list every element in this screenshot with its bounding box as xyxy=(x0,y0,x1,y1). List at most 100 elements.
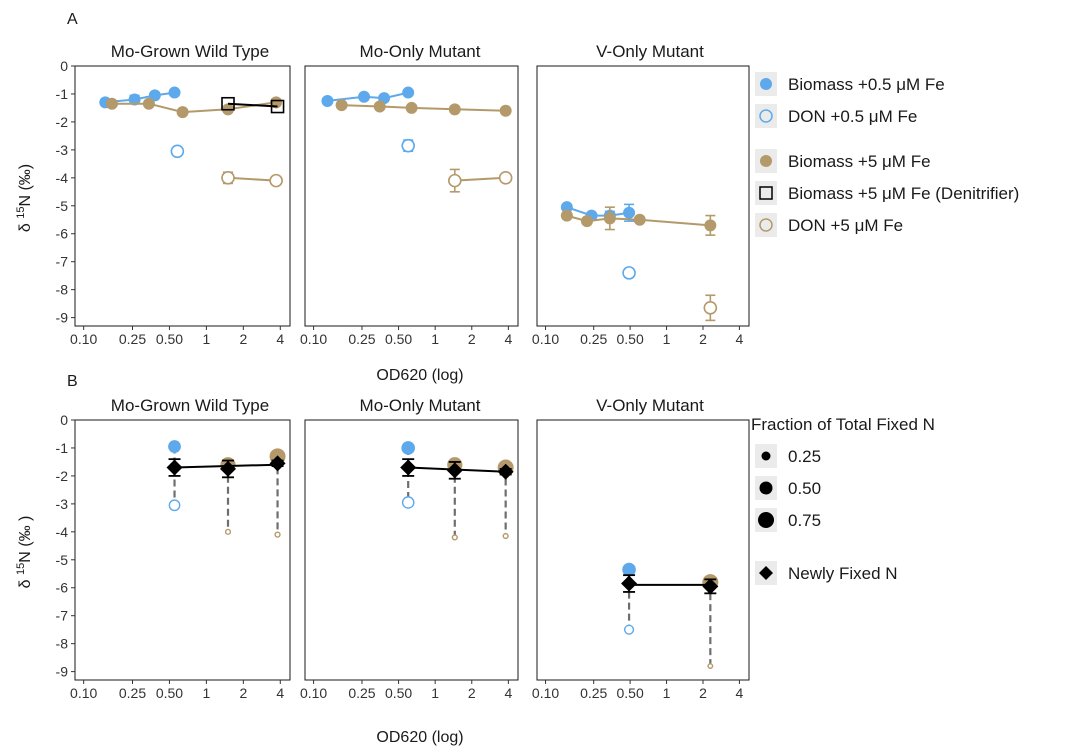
legend-a-open-square xyxy=(759,186,773,200)
y-tick-label: -7 xyxy=(56,608,69,624)
newly-fixed-diamond xyxy=(621,575,638,592)
x-tick-label: 0.10 xyxy=(300,685,327,701)
don-point xyxy=(451,534,458,541)
x-tick-label: 0.10 xyxy=(70,331,97,347)
x-tick-label: 1 xyxy=(202,685,210,701)
x-tick-label: 4 xyxy=(504,331,512,347)
newly-fixed-diamond xyxy=(702,578,719,595)
legend-a-open-circle-tan xyxy=(759,218,773,232)
x-tick-label: 4 xyxy=(276,331,284,347)
legend-b-size-dot-1 xyxy=(759,481,773,495)
y-tick-label: -2 xyxy=(56,114,69,130)
facet-title-b-0: Mo-Grown Wild Type xyxy=(111,396,269,415)
legend-b-size-label-2: 0.75 xyxy=(788,511,821,530)
x-tick-label: 4 xyxy=(736,331,744,347)
y-axis-label-b: δ 15N (‰ ) xyxy=(15,516,34,589)
data-point xyxy=(633,213,646,226)
facet-title-b-2: V-Only Mutant xyxy=(596,396,704,415)
legend-a-label-1: DON +0.5 μM Fe xyxy=(788,107,917,126)
x-axis-label-b: OD620 (log) xyxy=(376,729,463,746)
x-axis-label-a: OD620 (log) xyxy=(376,367,463,384)
legend-a-key-bg-4 xyxy=(755,213,777,237)
x-tick-label: 0.25 xyxy=(580,331,607,347)
data-point xyxy=(622,266,636,280)
x-tick-label: 0.10 xyxy=(532,685,559,701)
x-tick-label: 0.25 xyxy=(119,331,146,347)
facet-title-b-1: Mo-Only Mutant xyxy=(360,396,481,415)
x-tick-label: 4 xyxy=(276,685,284,701)
legend-b-diamond-icon xyxy=(759,566,773,580)
series-line xyxy=(227,102,278,108)
data-point xyxy=(105,97,118,110)
data-point xyxy=(704,219,717,232)
data-point xyxy=(498,171,513,185)
series-line xyxy=(454,176,506,182)
data-point xyxy=(402,86,415,99)
data-point xyxy=(447,173,462,188)
series-line xyxy=(227,176,277,182)
y-tick-label: -7 xyxy=(56,254,69,270)
x-tick-label: 2 xyxy=(468,331,476,347)
data-point xyxy=(448,103,461,116)
x-tick-label: 0.10 xyxy=(70,685,97,701)
x-tick-label: 1 xyxy=(431,685,439,701)
x-tick-label: 1 xyxy=(202,331,210,347)
newly-fixed-diamond xyxy=(220,460,237,477)
newly-fixed-diamond xyxy=(497,463,514,480)
y-tick-label: -9 xyxy=(56,310,69,326)
x-tick-label: 0.50 xyxy=(617,331,644,347)
newly-fixed-diamond xyxy=(269,455,286,472)
data-point xyxy=(170,144,185,159)
x-tick-label: 0.25 xyxy=(348,331,375,347)
legend-b-size-label-1: 0.50 xyxy=(788,479,821,498)
data-point xyxy=(703,301,718,315)
y-tick-label: 0 xyxy=(60,412,68,428)
y-tick-label: -8 xyxy=(56,636,69,652)
y-tick-label: -6 xyxy=(56,580,69,596)
data-point xyxy=(499,104,512,117)
y-tick-label: -1 xyxy=(56,86,69,102)
data-point xyxy=(373,100,386,113)
biomass-point xyxy=(401,441,415,455)
legend-a-label-2: Biomass +5 μM Fe xyxy=(788,152,931,171)
x-tick-label: 0.50 xyxy=(385,685,412,701)
don-point xyxy=(401,496,415,509)
data-point xyxy=(603,212,616,225)
y-tick-label: -4 xyxy=(56,170,69,186)
data-point xyxy=(221,96,235,111)
legend-a-key-bg-1 xyxy=(755,104,777,128)
facet-title-a-0: Mo-Grown Wild Type xyxy=(111,42,269,61)
legend-b: Fraction of Total Fixed N 0.25 0.50 0.75… xyxy=(751,415,935,585)
facet-frame-1-2 xyxy=(536,419,750,681)
biomass-point xyxy=(622,562,636,577)
don-point xyxy=(224,528,232,535)
facet-title-a-1: Mo-Only Mutant xyxy=(360,42,481,61)
x-tick-label: 0.25 xyxy=(348,685,375,701)
y-tick-label: -9 xyxy=(56,664,69,680)
newly-fixed-diamond xyxy=(400,459,417,476)
x-tick-label: 4 xyxy=(736,685,744,701)
legend-b-size-dot-2 xyxy=(758,512,774,528)
data-point xyxy=(148,89,161,102)
don-point xyxy=(274,531,281,538)
panel-b-letter: B xyxy=(67,373,78,390)
x-tick-label: 0.25 xyxy=(119,685,146,701)
legend-b-newly-label: Newly Fixed N xyxy=(788,564,898,583)
x-tick-label: 2 xyxy=(239,331,247,347)
don-point xyxy=(168,499,181,512)
facet-frame-1-0 xyxy=(74,419,291,681)
data-point xyxy=(560,209,573,222)
x-tick-label: 0.10 xyxy=(532,331,559,347)
x-tick-label: 2 xyxy=(699,331,707,347)
y-tick-label: -8 xyxy=(56,282,69,298)
legend-a-key-bg-3 xyxy=(755,181,777,205)
x-tick-label: 0.50 xyxy=(617,685,644,701)
x-tick-label: 0.50 xyxy=(385,331,412,347)
data-point xyxy=(128,93,141,106)
y-tick-label: -5 xyxy=(56,552,69,568)
y-tick-label: 0 xyxy=(60,58,68,74)
y-tick-label: -2 xyxy=(56,468,69,484)
data-point xyxy=(168,86,181,99)
y-tick-label: -3 xyxy=(56,142,69,158)
